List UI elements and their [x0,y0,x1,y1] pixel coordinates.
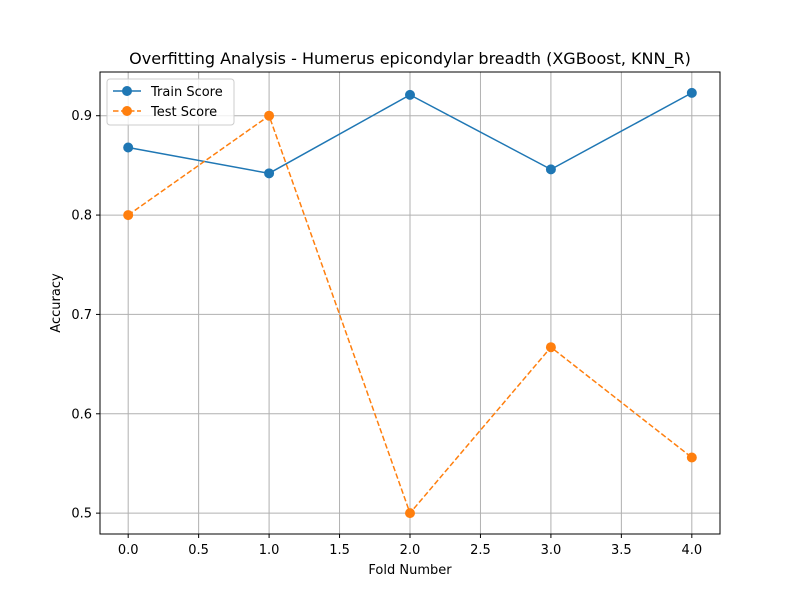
x-tick-label: 2.5 [470,543,491,558]
y-tick-label: 0.5 [71,507,92,522]
data-point-test-score [264,110,275,121]
legend-marker-train-score [122,86,132,96]
data-point-train-score [545,164,556,175]
axis-ticks: 0.0 0.5 1.0 1.5 2.0 2.5 3.0 3.5 4.0 0.5 0.6 0.7 0.8 0… [71,109,702,558]
x-tick-label: 0.0 [118,543,139,558]
x-tick-label: 0.5 [188,543,209,558]
x-tick-label: 3.5 [611,543,632,558]
data-point-train-score [264,168,275,179]
y-tick-label: 0.7 [71,308,92,323]
data-point-test-score [545,342,556,353]
data-point-test-score [123,210,134,221]
y-tick-label: 0.9 [71,109,92,124]
chart-title: Overfitting Analysis - Humerus epicondyl… [129,49,691,69]
data-point-train-score [123,142,134,153]
y-tick-label: 0.8 [71,209,92,224]
legend-label-train-score: Train Score [150,85,223,100]
plot-series [123,87,697,519]
data-point-train-score [405,89,415,100]
x-tick-label: 3.0 [541,543,562,558]
data-point-train-score [686,87,697,98]
data-point-test-score [405,508,415,519]
y-tick-label: 0.6 [71,407,92,422]
y-axis-label: Accuracy [49,273,64,333]
x-tick-label: 4.0 [681,543,702,558]
data-point-test-score [686,452,697,463]
x-tick-label: 2.0 [400,543,421,558]
x-tick-label: 1.0 [259,543,280,558]
legend: Train Score Test Score [106,78,235,126]
legend-marker-test-score [122,106,132,116]
x-tick-label: 1.5 [329,543,350,558]
x-axis-label: Fold Number [368,563,452,578]
legend-label-test-score: Test Score [150,105,217,120]
